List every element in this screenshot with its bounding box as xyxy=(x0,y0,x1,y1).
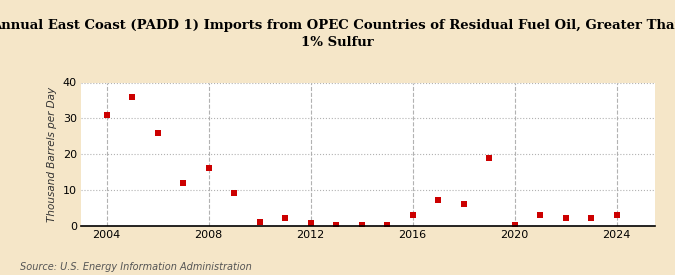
Text: Annual East Coast (PADD 1) Imports from OPEC Countries of Residual Fuel Oil, Gre: Annual East Coast (PADD 1) Imports from … xyxy=(0,19,675,49)
Text: Source: U.S. Energy Information Administration: Source: U.S. Energy Information Administ… xyxy=(20,262,252,272)
Y-axis label: Thousand Barrels per Day: Thousand Barrels per Day xyxy=(47,86,57,222)
